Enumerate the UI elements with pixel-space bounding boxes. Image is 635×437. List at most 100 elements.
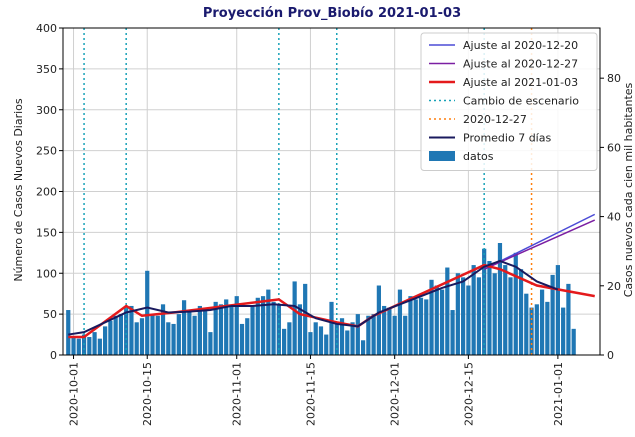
bar [355, 314, 360, 355]
bar [350, 322, 355, 355]
bar [371, 314, 376, 355]
bar [392, 315, 397, 355]
bar [555, 265, 560, 355]
plot-frame [62, 27, 601, 356]
bar [208, 332, 213, 355]
x-tick-label: 2020-10-15 [141, 362, 154, 426]
bar [529, 307, 534, 355]
bar [297, 304, 303, 355]
bar [118, 314, 124, 355]
bar [376, 285, 381, 355]
bar [255, 297, 260, 355]
y-tick-label: 400 [36, 22, 57, 35]
y2-tick-label: 60 [607, 141, 621, 154]
y2-tick-label: 0 [607, 349, 614, 362]
y2-tick-label: 80 [607, 72, 621, 85]
bar [287, 322, 292, 355]
bar [345, 330, 350, 355]
bar [124, 307, 129, 355]
bar [139, 318, 145, 355]
bar [197, 305, 202, 355]
bar [103, 326, 108, 355]
bar [571, 328, 576, 355]
legend-label: datos [463, 150, 494, 163]
bar [424, 299, 429, 355]
x-tick-label: 2020-11-01 [231, 362, 244, 426]
y2-axis-label: Casos nuevos cada cien mil habitantes [622, 82, 635, 297]
bar [71, 337, 76, 355]
y-tick-label: 300 [36, 104, 57, 117]
x-tick-label: 2020-10-01 [68, 362, 81, 426]
bar [66, 310, 71, 355]
bar [561, 307, 566, 355]
bar [403, 315, 408, 355]
bar [239, 323, 245, 355]
bar [260, 296, 266, 355]
bar [134, 322, 139, 355]
y-tick-label: 200 [36, 186, 57, 199]
x-tick-label: 2020-12-15 [462, 362, 475, 426]
line [68, 259, 559, 336]
legend: Ajuste al 2020-12-20 Ajuste al 2020-12-27… [420, 32, 598, 171]
bar [271, 301, 276, 355]
bar [466, 285, 471, 355]
legend-label: Ajuste al 2020-12-20 [463, 39, 578, 52]
y-tick-label: 150 [36, 226, 57, 239]
bar [539, 289, 545, 355]
legend-label: Ajuste al 2021-01-03 [463, 76, 578, 89]
x-tick-label: 2021-01-01 [552, 362, 565, 426]
bar [308, 332, 313, 355]
bar [413, 299, 418, 355]
bar [339, 318, 345, 355]
chart-title: Proyección Prov_Biobío 2021-01-03 [203, 6, 461, 21]
bar [171, 323, 176, 355]
bar [461, 277, 466, 355]
bar [534, 304, 539, 355]
bar [450, 310, 455, 355]
bar [76, 338, 81, 355]
bar [245, 318, 250, 355]
y-tick-label: 100 [36, 267, 57, 280]
bar [203, 307, 208, 355]
legend-box [420, 32, 598, 171]
legend-label: Ajuste al 2020-12-27 [463, 58, 578, 71]
bar [113, 315, 118, 355]
bar [497, 243, 503, 355]
bar [487, 260, 492, 355]
bar [476, 277, 482, 355]
bar [108, 320, 113, 355]
y-tick-label: 250 [36, 145, 57, 158]
bar [429, 279, 434, 355]
bar [303, 283, 308, 355]
bar [518, 269, 524, 355]
bar [508, 277, 513, 355]
bar [387, 307, 392, 355]
bar [434, 285, 439, 355]
bar [97, 338, 102, 355]
bar [418, 297, 424, 355]
bar [192, 315, 197, 355]
bar [445, 267, 450, 355]
bar [329, 301, 334, 355]
y2-tick-label: 40 [607, 211, 621, 224]
bar [492, 273, 497, 355]
bar [282, 328, 287, 355]
bar [324, 334, 329, 355]
legend-label: Cambio de escenario [463, 95, 579, 108]
bar [292, 281, 297, 355]
y-tick-label: 0 [50, 349, 57, 362]
bar [250, 305, 255, 355]
bar [129, 305, 134, 355]
bar [550, 274, 555, 355]
y-tick-label: 50 [43, 308, 57, 321]
bar [234, 296, 239, 355]
legend-label: Promedio 7 días [463, 132, 551, 145]
bar [176, 314, 181, 355]
bar [503, 265, 508, 355]
grid [63, 27, 600, 356]
bar [218, 304, 224, 355]
bar [187, 310, 192, 355]
line [483, 213, 596, 270]
y-axis-label: Número de Casos Nuevos Diarios [12, 98, 25, 282]
